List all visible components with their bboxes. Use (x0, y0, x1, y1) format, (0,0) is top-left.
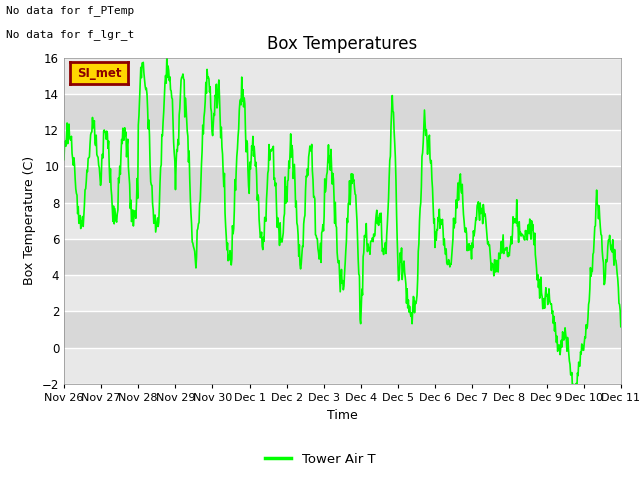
Legend: Tower Air T: Tower Air T (259, 447, 381, 471)
Bar (64, 58, 621, 94)
Bar (64, 94, 621, 130)
Text: No data for f_PTemp: No data for f_PTemp (6, 5, 134, 16)
Text: SI_met: SI_met (77, 67, 122, 80)
Bar (64, 239, 621, 275)
Bar (64, 203, 621, 239)
X-axis label: Time: Time (327, 408, 358, 421)
Title: Box Temperatures: Box Temperatures (268, 35, 417, 53)
Bar (64, 348, 621, 384)
Bar (64, 275, 621, 312)
Text: No data for f_lgr_t: No data for f_lgr_t (6, 29, 134, 40)
Bar (64, 130, 621, 167)
Y-axis label: Box Temperature (C): Box Temperature (C) (23, 156, 36, 286)
Bar (64, 312, 621, 348)
Bar (64, 167, 621, 203)
